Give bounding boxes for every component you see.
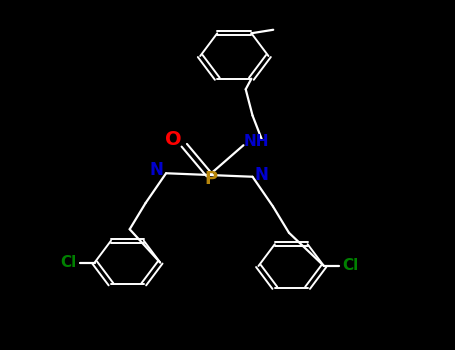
Text: P: P — [204, 169, 217, 188]
Text: N: N — [255, 166, 268, 184]
Text: NH: NH — [243, 134, 269, 149]
Text: Cl: Cl — [342, 259, 358, 273]
Text: O: O — [165, 130, 181, 149]
Text: Cl: Cl — [61, 255, 77, 270]
Text: N: N — [149, 161, 163, 180]
